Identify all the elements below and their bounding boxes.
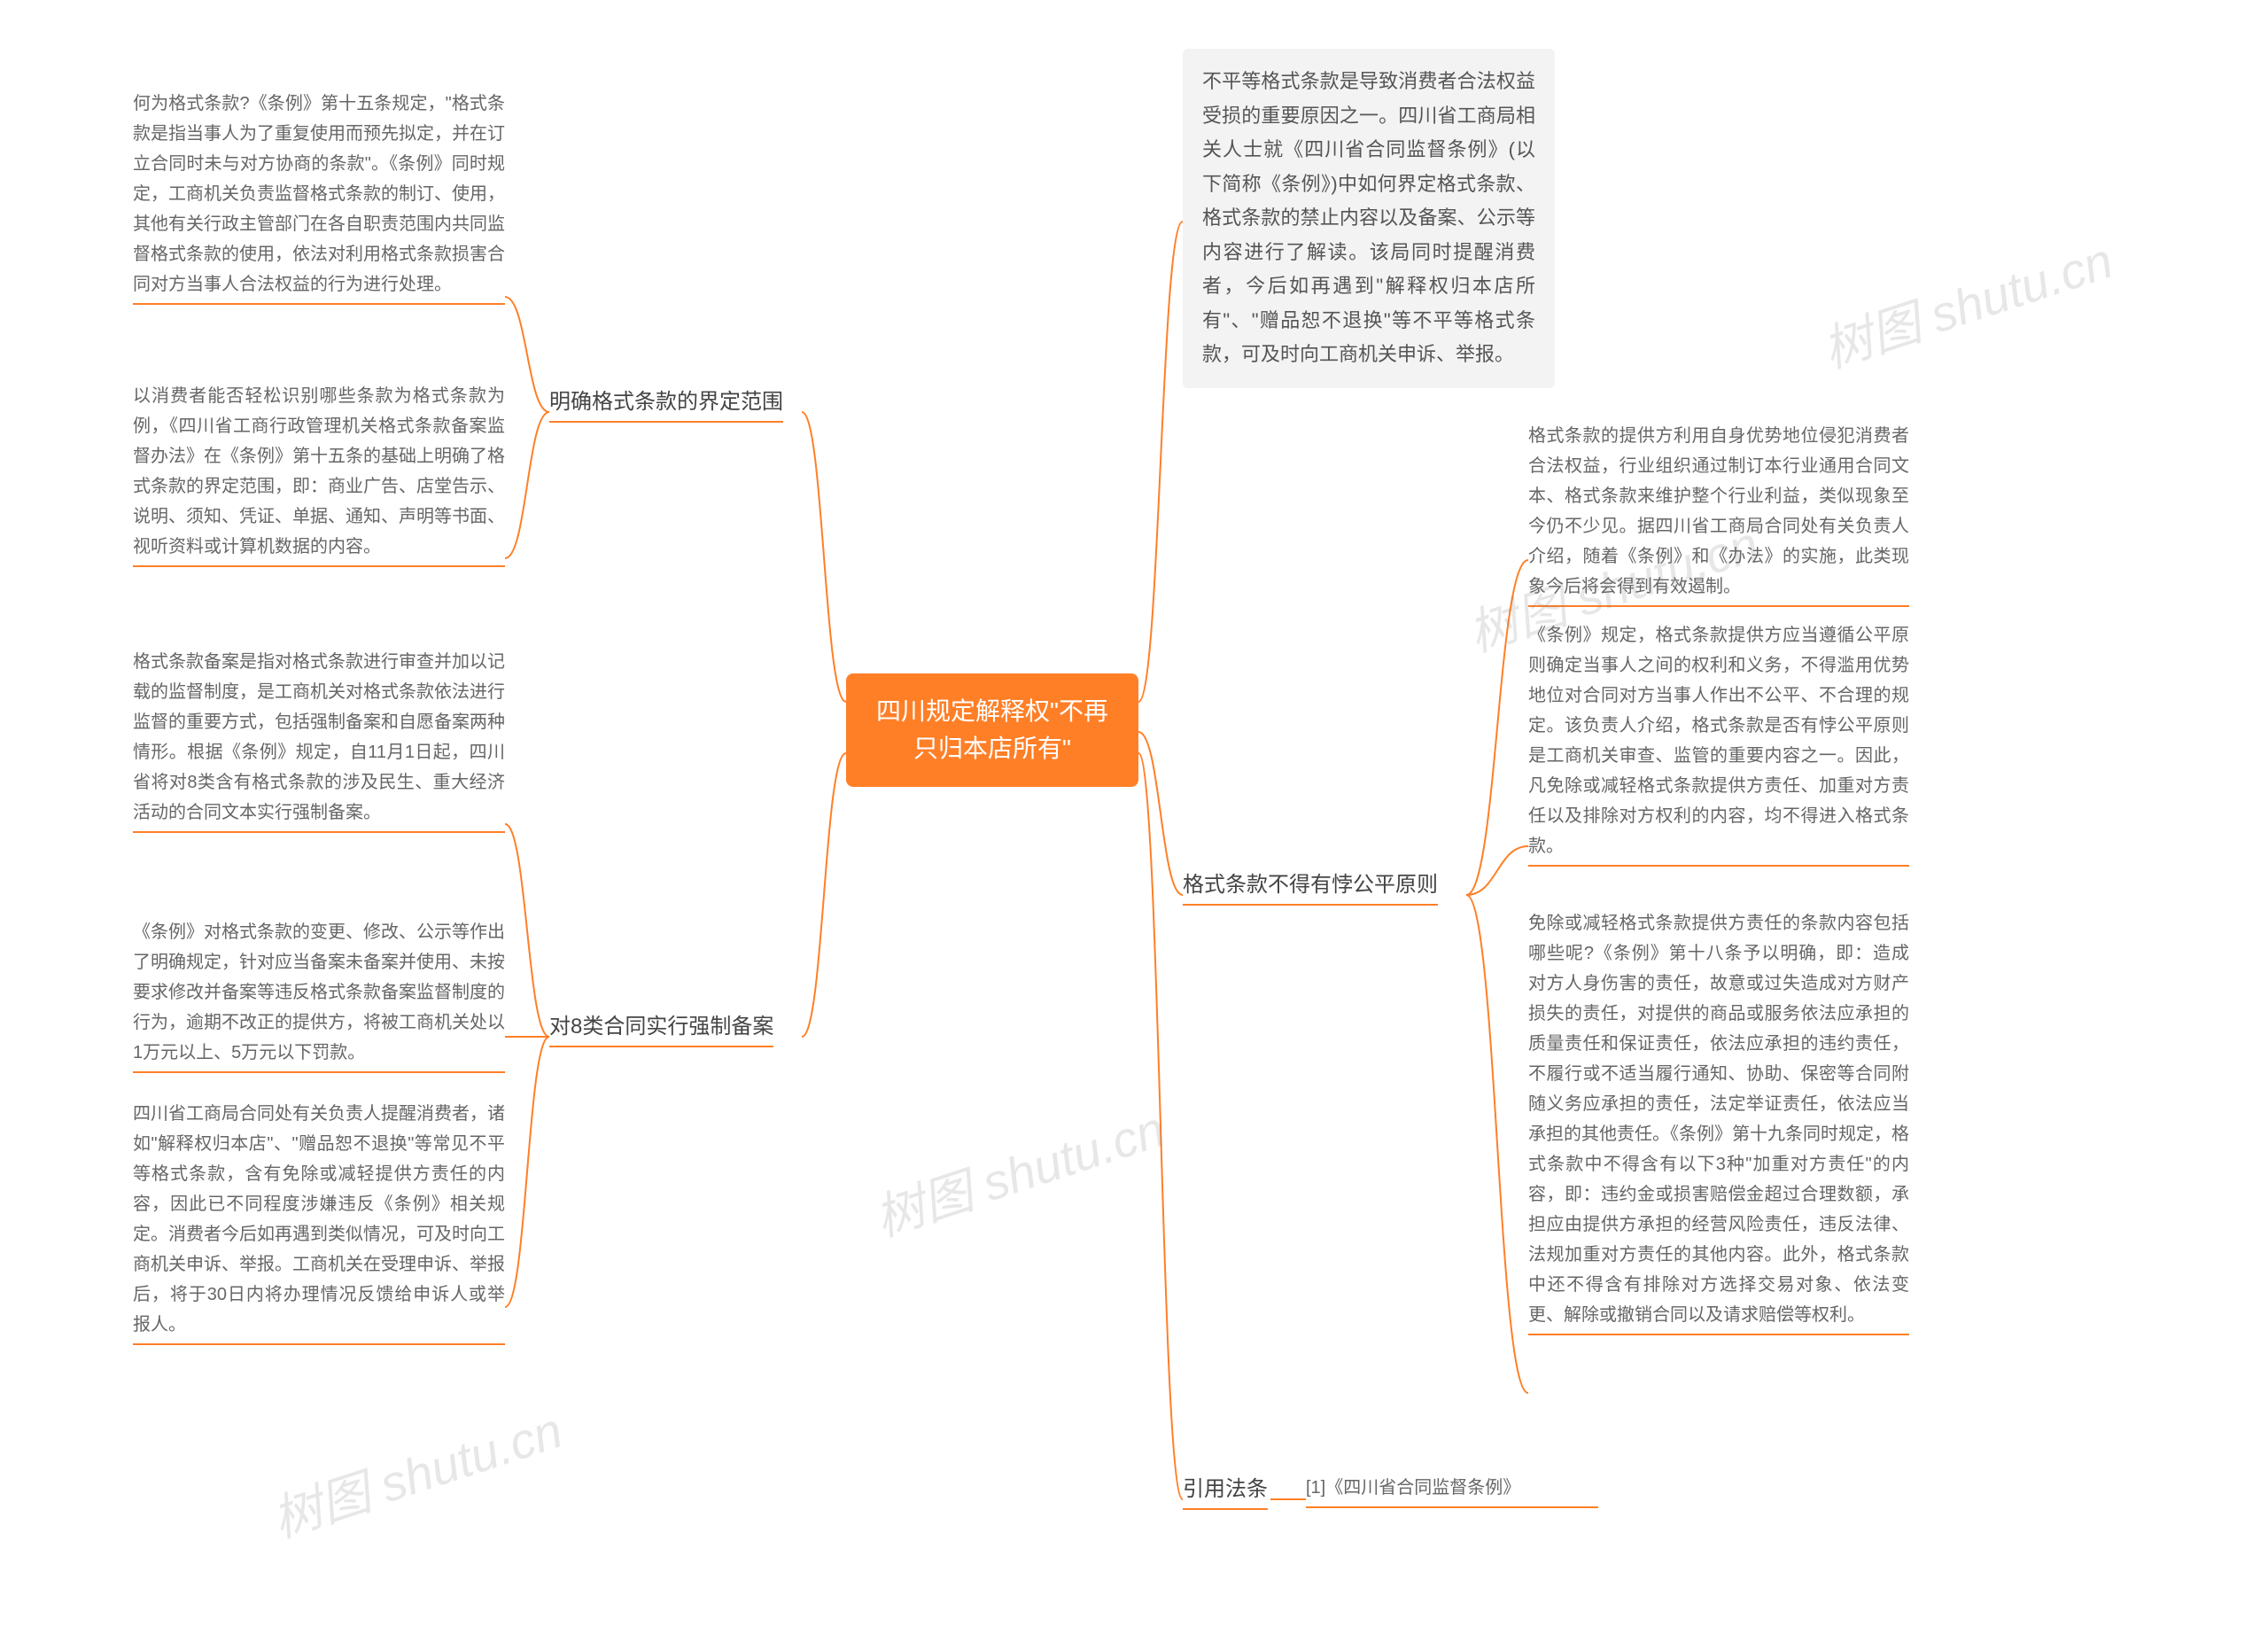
watermark: 树图 shutu.cn	[865, 1090, 1173, 1251]
leaf-text: 免除或减轻格式条款提供方责任的条款内容包括哪些呢?《条例》第十八条予以明确，即：…	[1528, 914, 1909, 1325]
leaf-right1-1: 《条例》规定，格式条款提供方应当遵循公平原则确定当事人之间的权利和义务，不得滥用…	[1528, 620, 1909, 867]
leaf-left2-0: 格式条款备案是指对格式条款进行审查并加以记载的监督制度，是工商机关对格式条款依法…	[133, 647, 505, 833]
branch-right2-label: 引用法条	[1183, 1477, 1268, 1501]
intro-node: 不平等格式条款是导致消费者合法权益受损的重要原因之一。四川省工商局相关人士就《四…	[1183, 49, 1555, 388]
leaf-text: [1]《四川省合同监督条例》	[1306, 1478, 1520, 1498]
mindmap-canvas: 四川规定解释权"不再只归本店所有" 不平等格式条款是导致消费者合法权益受损的重要…	[0, 0, 2268, 1634]
branch-right-citation: 引用法条	[1183, 1474, 1268, 1510]
leaf-text: 以消费者能否轻松识别哪些条款为格式条款为例，《四川省工商行政管理机关格式条款备案…	[133, 386, 505, 556]
leaf-right1-0: 格式条款的提供方利用自身优势地位侵犯消费者合法权益，行业组织通过制订本行业通用合…	[1528, 421, 1909, 607]
leaf-left2-2: 四川省工商局合同处有关负责人提醒消费者，诸如"解释权归本店"、"赠品恕不退换"等…	[133, 1099, 505, 1345]
branch-left-filing: 对8类合同实行强制备案	[549, 1012, 773, 1047]
branch-left-definition: 明确格式条款的界定范围	[549, 387, 783, 423]
leaf-text: 何为格式条款?《条例》第十五条规定，"格式条款是指当事人为了重复使用而预先拟定，…	[133, 94, 505, 294]
leaf-text: 格式条款备案是指对格式条款进行审查并加以记载的监督制度，是工商机关对格式条款依法…	[133, 652, 505, 822]
leaf-text: 四川省工商局合同处有关负责人提醒消费者，诸如"解释权归本店"、"赠品恕不退换"等…	[133, 1104, 505, 1334]
center-title: 四川规定解释权"不再只归本店所有"	[876, 697, 1108, 762]
leaf-text: 格式条款的提供方利用自身优势地位侵犯消费者合法权益，行业组织通过制订本行业通用合…	[1528, 426, 1909, 596]
leaf-right1-2: 免除或减轻格式条款提供方责任的条款内容包括哪些呢?《条例》第十八条予以明确，即：…	[1528, 908, 1909, 1335]
branch-right1-label: 格式条款不得有悖公平原则	[1183, 873, 1438, 897]
leaf-right2-0: [1]《四川省合同监督条例》	[1306, 1473, 1598, 1508]
branch-left2-label: 对8类合同实行强制备案	[549, 1015, 773, 1039]
leaf-text: 《条例》对格式条款的变更、修改、公示等作出了明确规定，针对应当备案未备案并使用、…	[133, 922, 505, 1062]
leaf-text: 《条例》规定，格式条款提供方应当遵循公平原则确定当事人之间的权利和义务，不得滥用…	[1528, 626, 1909, 856]
watermark: 树图 shutu.cn	[1813, 222, 2121, 383]
leaf-left1-0: 何为格式条款?《条例》第十五条规定，"格式条款是指当事人为了重复使用而预先拟定，…	[133, 89, 505, 305]
intro-text: 不平等格式条款是导致消费者合法权益受损的重要原因之一。四川省工商局相关人士就《四…	[1202, 70, 1535, 365]
branch-right-fairness: 格式条款不得有悖公平原则	[1183, 870, 1438, 906]
branch-left1-label: 明确格式条款的界定范围	[549, 390, 783, 414]
leaf-left2-1: 《条例》对格式条款的变更、修改、公示等作出了明确规定，针对应当备案未备案并使用、…	[133, 917, 505, 1073]
watermark: 树图 shutu.cn	[262, 1391, 571, 1552]
leaf-left1-1: 以消费者能否轻松识别哪些条款为格式条款为例，《四川省工商行政管理机关格式条款备案…	[133, 381, 505, 567]
center-node: 四川规定解释权"不再只归本店所有"	[846, 673, 1138, 787]
